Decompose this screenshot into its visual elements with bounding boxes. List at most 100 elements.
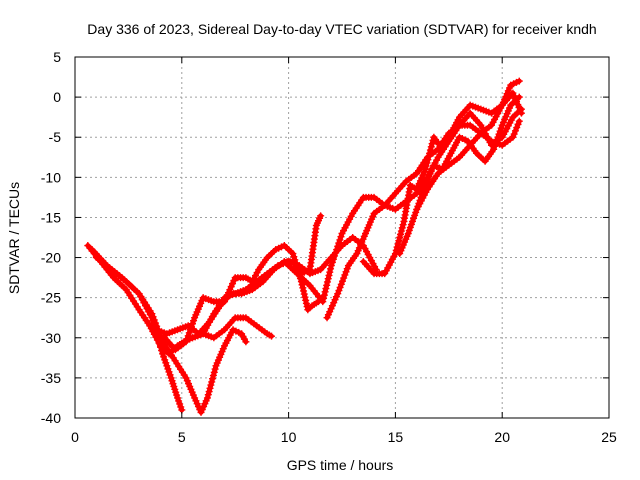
data-point-marker (209, 371, 217, 379)
y-tick-label: -20 (41, 250, 61, 266)
y-axis-label: SDTVAR / TECUs (6, 182, 22, 294)
data-point-marker (321, 288, 329, 296)
data-point-marker (327, 265, 335, 273)
data-point-marker (290, 253, 298, 261)
data-point-marker (331, 252, 339, 260)
data-point-marker (203, 394, 211, 402)
data-point-marker (302, 296, 310, 304)
x-tick-label: 25 (601, 429, 617, 445)
chart-title: Day 336 of 2023, Sidereal Day-to-day VTE… (87, 21, 596, 37)
data-point-marker (426, 149, 434, 157)
y-tick-label: 5 (53, 49, 61, 65)
data-point-marker (210, 368, 218, 376)
data-point-marker (335, 287, 343, 295)
data-point-marker (340, 274, 348, 282)
y-tick-label: -40 (41, 410, 61, 426)
data-point-marker (319, 298, 327, 306)
data-point-marker (205, 388, 213, 396)
data-point-marker (328, 258, 336, 266)
series-line (281, 118, 522, 305)
data-point-marker (327, 262, 335, 270)
data-point-marker (422, 162, 430, 170)
data-point-marker (514, 120, 522, 128)
data-point-marker (336, 236, 344, 244)
data-point-marker (333, 246, 341, 254)
x-tick-label: 0 (71, 429, 79, 445)
data-point-marker (208, 378, 216, 386)
series-line (189, 235, 379, 341)
data-point-marker (298, 281, 306, 289)
data-point-marker (511, 127, 519, 135)
data-point-marker (206, 384, 214, 392)
data-point-marker (343, 265, 351, 273)
data-point-marker (426, 146, 434, 154)
data-point-marker (428, 140, 436, 148)
data-point-marker (396, 234, 404, 241)
data-point-marker (338, 277, 346, 285)
data-point-marker (427, 143, 435, 151)
data-point-marker (323, 281, 331, 289)
data-point-marker (324, 275, 332, 283)
data-point-marker (149, 313, 157, 321)
data-point-marker (268, 332, 276, 340)
data-point-marker (513, 124, 521, 132)
series-track-9 (359, 77, 523, 278)
data-point-marker (397, 227, 405, 235)
data-point-marker (517, 109, 525, 117)
data-point-marker (158, 347, 166, 355)
data-point-marker (150, 316, 158, 324)
data-point-marker (394, 240, 402, 248)
data-point-marker (302, 299, 310, 307)
axis-ticks: 0 5 10 15 20 25 5 0 -5 -10 -15 -20 -25 -30 -35 -40 (41, 49, 617, 445)
data-point-marker (335, 239, 343, 247)
series-track-6 (188, 234, 380, 342)
data-point-marker (322, 285, 330, 293)
data-point-marker (397, 230, 405, 238)
y-tick-label: -35 (41, 370, 61, 386)
data-point-marker (423, 159, 431, 167)
data-point-marker (325, 271, 333, 279)
y-tick-label: -30 (41, 330, 61, 346)
y-tick-label: -15 (41, 209, 61, 225)
data-point-marker (326, 268, 334, 276)
series-line (89, 247, 185, 413)
data-point-marker (320, 291, 328, 299)
data-point-marker (209, 375, 217, 383)
x-tick-label: 10 (281, 429, 297, 445)
data-point-marker (510, 130, 518, 138)
series-layer (84, 77, 525, 416)
y-tick-label: -25 (41, 290, 61, 306)
y-tick-label: -5 (49, 129, 62, 145)
data-point-marker (399, 221, 407, 229)
data-point-marker (421, 165, 429, 173)
data-point-marker (425, 152, 433, 160)
series-track-7 (280, 117, 523, 306)
data-point-marker (299, 284, 307, 292)
series-track-5 (161, 242, 323, 354)
data-point-marker (323, 278, 331, 286)
data-point-marker (337, 233, 345, 241)
data-point-marker (424, 156, 432, 164)
data-point-marker (301, 293, 309, 301)
data-point-marker (242, 338, 250, 346)
data-point-marker (317, 212, 325, 220)
data-point-marker (211, 365, 219, 373)
data-point-marker (151, 319, 159, 327)
data-point-marker (320, 294, 328, 302)
data-point-marker (334, 290, 342, 298)
data-point-marker (398, 224, 406, 232)
series-track-11 (413, 89, 525, 213)
series-track-3 (92, 254, 250, 416)
x-tick-label: 15 (388, 429, 404, 445)
data-point-marker (515, 117, 523, 125)
data-point-marker (300, 287, 308, 295)
data-point-marker (334, 242, 342, 250)
data-point-marker (342, 268, 350, 276)
y-tick-label: -10 (41, 169, 61, 185)
data-point-marker (329, 255, 337, 263)
data-point-marker (337, 280, 345, 288)
x-tick-label: 5 (178, 429, 186, 445)
data-point-marker (336, 283, 344, 291)
data-point-marker (515, 77, 523, 85)
